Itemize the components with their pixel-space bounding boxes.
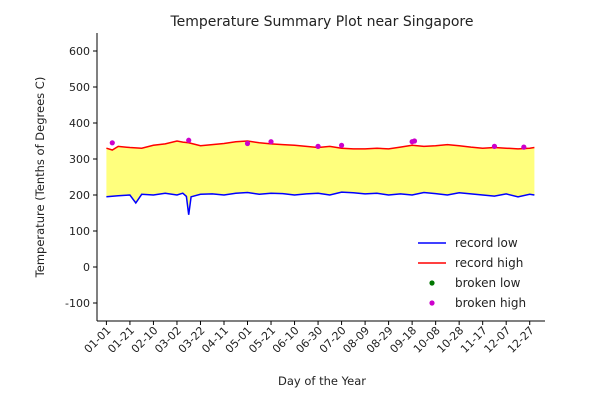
broken-high-point <box>268 139 274 145</box>
legend-swatch <box>429 300 435 306</box>
legend-label: record low <box>455 236 518 250</box>
y-tick-label: -100 <box>65 297 90 310</box>
y-tick-label: 200 <box>69 189 90 202</box>
x-tick-label: 12-27 <box>505 324 537 356</box>
legend: record low record high broken low broken hi… <box>418 236 526 310</box>
legend-swatch <box>429 280 435 286</box>
y-tick-label: 500 <box>69 81 90 94</box>
y-tick-label: 600 <box>69 45 90 58</box>
x-axis-ticks: 01-0101-2102-1003-0203-2204-1105-0105-21… <box>82 321 537 356</box>
legend-label: broken low <box>455 276 521 290</box>
y-tick-label: 100 <box>69 225 90 238</box>
x-axis-label: Day of the Year <box>278 374 366 388</box>
record-low-line <box>106 191 535 215</box>
broken-high-point <box>491 143 498 149</box>
y-axis-ticks: -100 0 100 200 300 400 500 600 <box>65 45 97 310</box>
legend-label: record high <box>455 256 523 270</box>
broken-high-point <box>521 144 527 150</box>
broken-high-point <box>109 140 115 146</box>
y-tick-label: 300 <box>69 153 90 166</box>
broken-high-point <box>315 143 321 149</box>
broken-high-point <box>186 137 192 143</box>
y-tick-label: 400 <box>69 117 90 130</box>
broken-high-point <box>411 138 418 144</box>
fill-between-area <box>106 141 535 215</box>
broken-records-points <box>109 137 527 150</box>
y-axis-label: Temperature (Tenths of Degrees C) <box>33 77 47 279</box>
broken-high-point <box>338 142 345 148</box>
y-tick-label: 0 <box>83 261 90 274</box>
legend-label: broken high <box>455 296 526 310</box>
chart-title: Temperature Summary Plot near Singapore <box>170 14 474 30</box>
record-high-line <box>106 140 535 151</box>
broken-high-point <box>244 140 251 147</box>
plot-area <box>106 137 535 215</box>
